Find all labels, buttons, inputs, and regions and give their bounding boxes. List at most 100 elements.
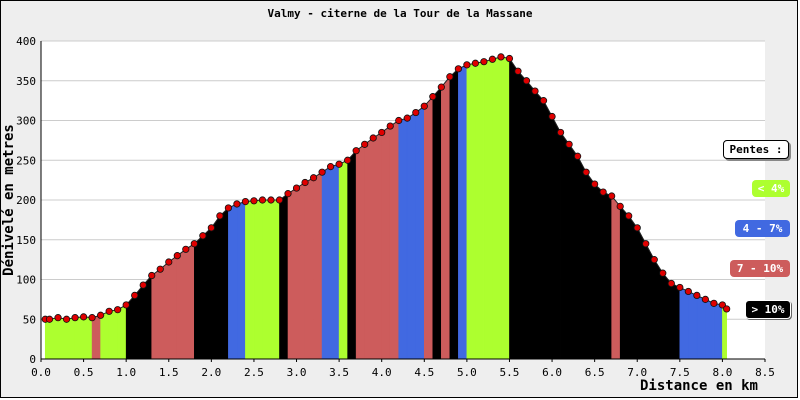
data-point [420,102,428,110]
data-point [62,315,71,323]
slope-segment [534,90,544,360]
slope-segment [466,62,476,360]
y-tick-label: 50 [23,313,36,326]
legend-item-gt10: > 10% [745,300,791,319]
y-tick-label: 0 [29,353,36,366]
data-point [548,112,556,121]
data-point [114,306,122,314]
slope-segment [441,75,451,360]
slope-segment [636,227,647,360]
data-point [335,160,343,168]
data-point [463,61,471,69]
slope-segment [543,100,553,360]
data-point [454,65,462,73]
slope-segment [270,199,280,360]
data-point [292,184,301,192]
data-point [344,156,352,164]
slope-segment [688,290,698,360]
data-point [105,307,113,315]
data-point [488,55,497,63]
slope-segment [202,227,212,360]
slope-segment [500,56,510,360]
x-tick-label: 1.5 [159,366,179,379]
slope-segment [577,156,587,360]
data-point [446,73,454,81]
slope-segment [185,243,195,360]
slope-segment [176,248,187,360]
x-tick-label: 2.0 [201,366,221,379]
slope-segment [296,181,306,360]
slope-segment [355,143,365,360]
data-point [224,204,232,212]
x-axis-label: Distance en km [640,378,758,394]
y-axis-label: Dénivelé en metres [1,124,17,276]
slope-segment [389,119,400,360]
data-point [616,202,624,210]
slope-segment [44,318,50,360]
slope-segment [219,207,229,360]
data-point [352,147,360,155]
y-tick-label: 100 [16,274,36,287]
data-point [497,53,505,61]
slope-segment [211,214,221,360]
data-point [326,163,335,171]
data-point [701,295,709,303]
data-point [723,305,731,313]
data-point [216,212,224,220]
data-point [258,196,267,204]
data-point [633,224,641,232]
slope-segment [679,286,689,360]
data-point [480,58,488,66]
slope-segment [168,255,178,360]
slope-segment [560,131,570,360]
data-point [71,314,79,322]
slope-segment [253,199,263,360]
slope-segment [619,205,630,360]
slope-segment [245,200,255,360]
x-tick-label: 0.5 [74,366,94,379]
x-tick-label: 6.0 [542,366,562,379]
data-point [582,168,590,176]
data-point [625,212,633,220]
slope-segment [321,166,331,360]
legend-title: Pentes : [723,140,789,159]
slope-segment [159,261,170,360]
data-point [250,197,258,205]
y-tick-label: 150 [16,234,36,247]
slope-segment [338,159,348,360]
slope-segment [722,304,727,360]
y-tick-label: 300 [16,115,36,128]
slope-segment [483,58,493,360]
slope-segment [83,316,93,360]
slope-segment [415,105,425,360]
data-point [190,240,198,248]
data-point [156,265,164,273]
chart-title: Valmy - citerne de la Tour de la Massane [268,7,533,20]
slope-segment [262,199,272,360]
data-point [565,140,573,148]
data-point [241,197,250,206]
profile-line [45,56,728,320]
slope-segment [423,95,434,360]
slope-segment [108,309,118,360]
data-point [233,200,241,208]
data-point [429,93,437,101]
data-point [284,190,292,198]
x-tick-label: 1.0 [116,366,136,379]
slope-segment [406,111,417,360]
data-point [361,140,369,148]
slope-segment [347,149,357,360]
data-point [139,281,147,289]
slope-segment [713,302,723,360]
data-point [412,108,420,117]
data-point [591,180,599,188]
legend-item-7-10: 7 - 10% [730,260,790,277]
data-point [173,252,181,260]
slope-segment [475,61,485,360]
data-point [514,67,522,75]
y-tick-label: 200 [16,194,36,207]
x-tick-label: 2.5 [244,366,264,379]
data-point [182,245,190,253]
slope-segment [57,317,67,360]
data-point [148,271,156,280]
